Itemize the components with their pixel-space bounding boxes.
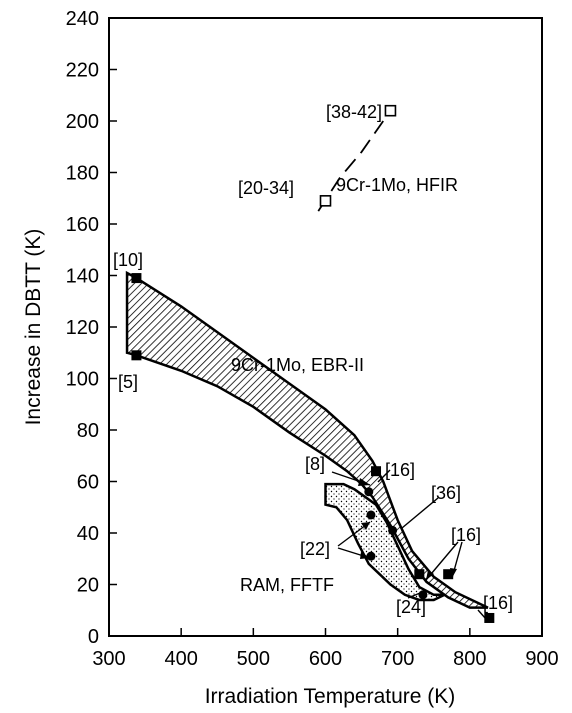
leader-16a: [377, 469, 391, 483]
x-axis-title: Irradiation Temperature (K): [205, 685, 456, 708]
label-ref-22: [22]: [300, 539, 330, 559]
arrowhead-22-lower: [360, 552, 370, 559]
marker-filled-circle: [388, 525, 398, 535]
y-tick-label: 220: [66, 60, 99, 82]
y-tick-label: 80: [77, 420, 99, 442]
ebr-ii-band: [125, 270, 489, 609]
y-tick-label: 60: [77, 472, 99, 494]
y-tick-label: 160: [66, 214, 99, 236]
y-tick-label: 100: [66, 369, 99, 391]
label-ref-16-a: [16]: [385, 460, 415, 480]
y-tick-label: 120: [66, 317, 99, 339]
label-ref-24: [24]: [396, 597, 426, 617]
arrowhead-16b-1: [426, 570, 434, 580]
x-tick-label: 600: [309, 648, 342, 670]
leader-arrowheads: [358, 478, 457, 580]
y-tick-label: 180: [66, 163, 99, 185]
x-tick-label: 500: [237, 648, 270, 670]
x-tick-label: 400: [164, 648, 197, 670]
y-tick-label: 140: [66, 266, 99, 288]
label-ref-8: [8]: [305, 454, 325, 474]
label-hfir: 9Cr-1Mo, HFIR: [336, 175, 458, 195]
marker-filled-square: [443, 569, 454, 580]
x-tick-label: 900: [525, 648, 558, 670]
arrowhead-16b-2: [450, 568, 457, 578]
x-tick-label: 300: [92, 648, 125, 670]
marker-open-square: [384, 104, 397, 117]
marker-filled-square: [131, 350, 142, 361]
x-tick-label: 700: [381, 648, 414, 670]
marker-open-square: [319, 195, 332, 207]
label-ref-20-34: [20-34]: [238, 178, 294, 198]
marker-filled-circle: [366, 510, 376, 520]
marker-filled-circle: [366, 551, 376, 561]
arrowhead-8: [358, 478, 370, 486]
y-tick-label: 200: [66, 111, 99, 133]
ram-fftf-band: [324, 482, 446, 602]
leader-36: [401, 497, 439, 529]
label-ram-fftf: RAM, FFTF: [240, 575, 334, 595]
y-axis-ticks: 0 20 40 60 80 100 120 140 160 180 200 220 240: [66, 8, 117, 648]
label-ref-36: [36]: [431, 483, 461, 503]
marker-filled-circle: [418, 590, 428, 600]
hfir-trend-line: [317, 120, 384, 212]
marker-filled-square: [484, 612, 495, 623]
label-ref-16-c: [16]: [483, 593, 513, 613]
x-axis-ticks: 300 400 500 600 700 800 900: [92, 628, 559, 670]
marker-filled-square: [371, 466, 382, 477]
label-ref-16-b: [16]: [451, 525, 481, 545]
label-ebr-ii: 9Cr-1Mo, EBR-II: [231, 355, 364, 375]
y-axis-title: Increase in DBTT (K): [22, 229, 45, 426]
leader-16c: [477, 609, 487, 620]
marker-filled-circle: [364, 487, 374, 497]
y-tick-label: 0: [88, 626, 99, 648]
arrowhead-22-upper: [361, 522, 370, 530]
x-tick-label: 800: [453, 648, 486, 670]
label-ref-10: [10]: [113, 250, 143, 270]
y-tick-label: 240: [66, 8, 99, 30]
data-markers: [131, 104, 495, 623]
label-ref-5: [5]: [118, 372, 138, 392]
leader-24: [407, 592, 421, 599]
marker-filled-square: [131, 273, 142, 284]
label-ref-38-42: [38-42]: [326, 102, 382, 122]
y-tick-label: 20: [77, 575, 99, 597]
marker-filled-square: [414, 569, 425, 580]
y-tick-label: 40: [77, 523, 99, 545]
